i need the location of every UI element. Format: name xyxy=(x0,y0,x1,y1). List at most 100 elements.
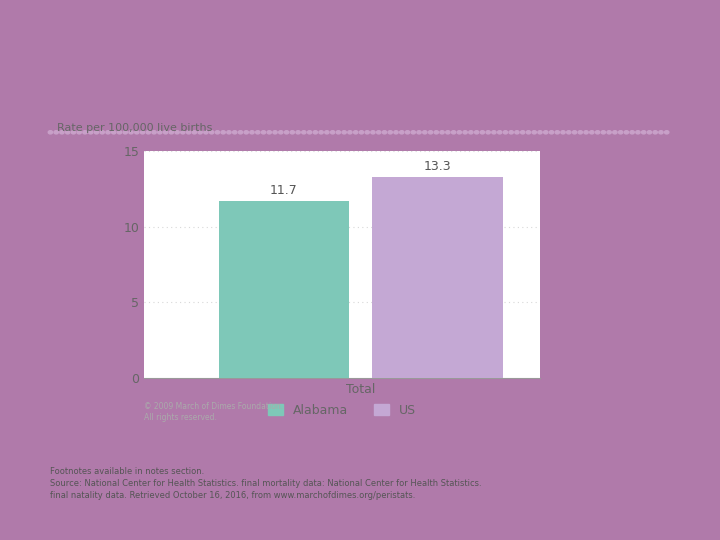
Text: Maternal mortality rates: Maternal mortality rates xyxy=(58,57,361,80)
Circle shape xyxy=(325,131,329,134)
Circle shape xyxy=(544,131,548,134)
Circle shape xyxy=(307,131,312,134)
Circle shape xyxy=(227,131,231,134)
Circle shape xyxy=(192,131,197,134)
Circle shape xyxy=(330,131,335,134)
Text: © 2009 March of Dimes Foundation.
All rights reserved.: © 2009 March of Dimes Foundation. All ri… xyxy=(144,402,283,422)
Circle shape xyxy=(521,131,525,134)
Circle shape xyxy=(400,131,404,134)
Circle shape xyxy=(590,131,594,134)
Circle shape xyxy=(515,131,519,134)
Text: 13.3: 13.3 xyxy=(423,160,451,173)
Circle shape xyxy=(526,131,531,134)
Circle shape xyxy=(463,131,467,134)
Circle shape xyxy=(451,131,456,134)
Circle shape xyxy=(77,131,81,134)
Circle shape xyxy=(434,131,438,134)
Circle shape xyxy=(405,131,410,134)
Circle shape xyxy=(175,131,179,134)
Circle shape xyxy=(60,131,64,134)
Text: Alabama and US, 2003-2007 Average: Alabama and US, 2003-2007 Average xyxy=(58,100,377,115)
Circle shape xyxy=(123,131,127,134)
Circle shape xyxy=(198,131,202,134)
Circle shape xyxy=(348,131,352,134)
Circle shape xyxy=(117,131,122,134)
Circle shape xyxy=(601,131,606,134)
Circle shape xyxy=(135,131,139,134)
Circle shape xyxy=(480,131,485,134)
Circle shape xyxy=(100,131,104,134)
Circle shape xyxy=(486,131,490,134)
Circle shape xyxy=(538,131,542,134)
Circle shape xyxy=(595,131,600,134)
Circle shape xyxy=(532,131,536,134)
Circle shape xyxy=(163,131,168,134)
Circle shape xyxy=(613,131,617,134)
Circle shape xyxy=(106,131,110,134)
Circle shape xyxy=(659,131,663,134)
Circle shape xyxy=(336,131,341,134)
Bar xyxy=(372,177,503,378)
Circle shape xyxy=(417,131,421,134)
Circle shape xyxy=(359,131,364,134)
Circle shape xyxy=(624,131,629,134)
Circle shape xyxy=(319,131,323,134)
Circle shape xyxy=(181,131,185,134)
Circle shape xyxy=(440,131,444,134)
Circle shape xyxy=(509,131,513,134)
Circle shape xyxy=(354,131,358,134)
Text: march: march xyxy=(561,474,605,487)
Circle shape xyxy=(607,131,611,134)
Circle shape xyxy=(238,131,243,134)
Circle shape xyxy=(411,131,415,134)
Circle shape xyxy=(618,131,623,134)
Circle shape xyxy=(290,131,294,134)
Circle shape xyxy=(377,131,381,134)
Circle shape xyxy=(89,131,93,134)
Circle shape xyxy=(388,131,392,134)
Circle shape xyxy=(653,131,657,134)
Circle shape xyxy=(233,131,237,134)
Circle shape xyxy=(83,131,87,134)
Circle shape xyxy=(129,131,133,134)
Circle shape xyxy=(492,131,496,134)
Circle shape xyxy=(112,131,116,134)
Circle shape xyxy=(636,131,640,134)
Circle shape xyxy=(457,131,462,134)
Circle shape xyxy=(567,131,571,134)
Circle shape xyxy=(474,131,479,134)
Circle shape xyxy=(665,131,669,134)
Circle shape xyxy=(394,131,398,134)
Circle shape xyxy=(169,131,174,134)
Circle shape xyxy=(54,131,58,134)
Circle shape xyxy=(549,131,554,134)
Circle shape xyxy=(313,131,318,134)
Circle shape xyxy=(469,131,473,134)
Circle shape xyxy=(284,131,289,134)
Circle shape xyxy=(221,131,225,134)
Circle shape xyxy=(371,131,375,134)
Circle shape xyxy=(94,131,99,134)
Circle shape xyxy=(244,131,248,134)
Text: Rate per 100,000 live births: Rate per 100,000 live births xyxy=(57,123,212,133)
Legend: Alabama, US: Alabama, US xyxy=(264,399,420,422)
Circle shape xyxy=(186,131,191,134)
Circle shape xyxy=(584,131,588,134)
Circle shape xyxy=(572,131,577,134)
Circle shape xyxy=(140,131,145,134)
Circle shape xyxy=(261,131,266,134)
Circle shape xyxy=(428,131,433,134)
Circle shape xyxy=(152,131,156,134)
Circle shape xyxy=(158,131,162,134)
Circle shape xyxy=(273,131,277,134)
Circle shape xyxy=(66,131,70,134)
Circle shape xyxy=(215,131,220,134)
Circle shape xyxy=(296,131,300,134)
Circle shape xyxy=(578,131,582,134)
Circle shape xyxy=(555,131,559,134)
Circle shape xyxy=(561,131,565,134)
Circle shape xyxy=(256,131,260,134)
Circle shape xyxy=(48,131,53,134)
Circle shape xyxy=(630,131,634,134)
Circle shape xyxy=(503,131,508,134)
